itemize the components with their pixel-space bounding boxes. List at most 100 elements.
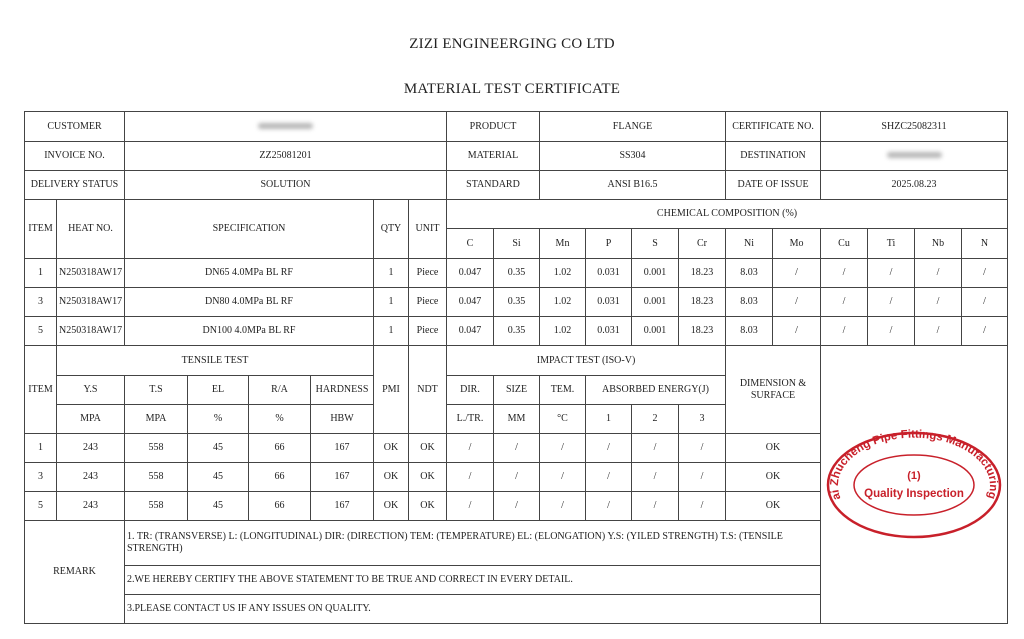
dimension-result: OK: [725, 433, 822, 463]
date-value: 2025.08.23: [820, 170, 1009, 200]
element-header-si: Si: [493, 228, 540, 259]
chem-value: 8.03: [725, 287, 774, 317]
destination-value: [820, 141, 1009, 171]
chem-row: 5 N250318AW17 DN100 4.0MPa BL RF 1 Piece 0.04…: [24, 316, 1009, 346]
unit-label: 3: [677, 404, 727, 434]
stamp-cell: Shanghai Zhucheng Pipe Fittings Manufact…: [820, 345, 1009, 624]
redacted-customer: [258, 122, 313, 129]
chem-value: /: [772, 287, 822, 317]
element-header-ni: Ni: [725, 228, 774, 259]
test-item-header: ITEM: [24, 345, 57, 434]
element-header-nb: Nb: [914, 228, 963, 259]
destination-label: DESTINATION: [725, 141, 822, 171]
test-value: /: [585, 491, 632, 521]
test-value: 167: [310, 462, 374, 492]
chem-value: /: [961, 287, 1009, 317]
chem-value: /: [867, 258, 916, 288]
test-value: OK: [373, 462, 409, 492]
test-value: 243: [56, 491, 125, 521]
test-value: /: [631, 462, 679, 492]
test-value: 558: [124, 462, 188, 492]
test-value: OK: [408, 462, 447, 492]
unit: Piece: [408, 287, 447, 317]
date-label: DATE OF ISSUE: [725, 170, 822, 200]
chem-value: 0.35: [493, 258, 540, 288]
test-row: 3 243 558 45 66 167 OK OK / / / / / / OK: [24, 462, 1008, 492]
test-value: /: [539, 491, 586, 521]
absorbed-energy-header: ABSORBED ENERGY(J): [584, 375, 727, 405]
chem-value: /: [820, 316, 869, 346]
chem-value: 8.03: [725, 258, 774, 288]
heat-number: N250318AW17: [56, 316, 125, 346]
test-value: /: [631, 433, 679, 463]
unit-label: L./TR.: [446, 404, 494, 434]
item-number: 1: [24, 258, 57, 288]
test-value: 167: [310, 433, 374, 463]
hardness-header: HARDNESS: [310, 375, 374, 405]
stamp-center-text: Quality Inspection: [864, 488, 964, 500]
qty-header: QTY: [373, 199, 409, 259]
unit: Piece: [408, 316, 447, 346]
unit-label: %: [187, 404, 249, 434]
chem-value: 18.23: [677, 287, 727, 317]
pmi-header: PMI: [373, 345, 409, 434]
quantity: 1: [373, 258, 409, 288]
unit: Piece: [408, 258, 447, 288]
tem-header: TEM.: [539, 375, 586, 405]
chem-composition-header: CHEMICAL COMPOSITION (%): [445, 199, 1009, 229]
chem-value: 0.047: [446, 258, 494, 288]
ts-header: T.S: [124, 375, 188, 405]
test-value: /: [493, 433, 540, 463]
heat-header: HEAT NO.: [56, 199, 125, 259]
test-value: 243: [56, 462, 125, 492]
ndt-header: NDT: [408, 345, 447, 434]
specification: DN80 4.0MPa BL RF: [124, 287, 374, 317]
unit-label: °C: [539, 404, 586, 434]
certificate-value: SHZC25082311: [820, 111, 1009, 142]
chem-value: 1.02: [539, 316, 586, 346]
test-value: OK: [373, 491, 409, 521]
test-row: 1 243 558 45 66 167 OK OK / / / / / / OK: [24, 433, 1008, 463]
element-header-ti: Ti: [867, 228, 916, 259]
dir-header: DIR.: [446, 375, 494, 405]
test-value: 66: [248, 433, 311, 463]
unit-label: 1: [585, 404, 632, 434]
remark-line: 1. TR: (TRANSVERSE) L: (LONGITUDINAL) DI…: [123, 520, 822, 566]
test-value: 243: [56, 433, 125, 463]
chem-row: 3 N250318AW17 DN80 4.0MPa BL RF 1 Piece 0.047…: [24, 287, 1009, 317]
product-label: PRODUCT: [446, 111, 540, 142]
element-header-mn: Mn: [539, 228, 586, 259]
dimension-surface-header: DIMENSION & SURFACE: [725, 345, 822, 434]
chem-value: /: [914, 287, 963, 317]
unit-label: MM: [493, 404, 540, 434]
chem-value: 0.031: [585, 287, 632, 317]
certificate-table: CUSTOMER PRODUCT FLANGE CERTIFICATE NO. …: [24, 111, 1009, 624]
chem-value: 0.001: [631, 316, 679, 346]
chem-value: 8.03: [725, 316, 774, 346]
spec-header: SPECIFICATION: [124, 199, 374, 259]
customer-label: CUSTOMER: [24, 111, 125, 142]
test-value: 45: [187, 491, 249, 521]
customer-value: [124, 111, 447, 142]
test-value: OK: [408, 433, 447, 463]
heat-number: N250318AW17: [56, 287, 125, 317]
chem-value: /: [772, 258, 822, 288]
item-number: 1: [24, 433, 57, 463]
tensile-test-header: TENSILE TEST: [56, 345, 374, 376]
specification: DN65 4.0MPa BL RF: [124, 258, 374, 288]
test-value: 45: [187, 433, 249, 463]
item-number: 5: [24, 316, 57, 346]
remark-line: 3.PLEASE CONTACT US IF ANY ISSUES ON QUA…: [123, 594, 822, 624]
el-header: EL: [187, 375, 249, 405]
unit-label: %: [248, 404, 311, 434]
element-header-mo: Mo: [772, 228, 822, 259]
quantity: 1: [373, 287, 409, 317]
chem-value: 0.35: [493, 316, 540, 346]
chem-value: /: [820, 258, 869, 288]
delivery-label: DELIVERY STATUS: [24, 170, 125, 200]
remark-label: REMARK: [24, 520, 125, 624]
chem-value: 1.02: [539, 287, 586, 317]
chem-value: /: [820, 287, 869, 317]
test-value: /: [585, 433, 632, 463]
test-value: /: [677, 462, 727, 492]
